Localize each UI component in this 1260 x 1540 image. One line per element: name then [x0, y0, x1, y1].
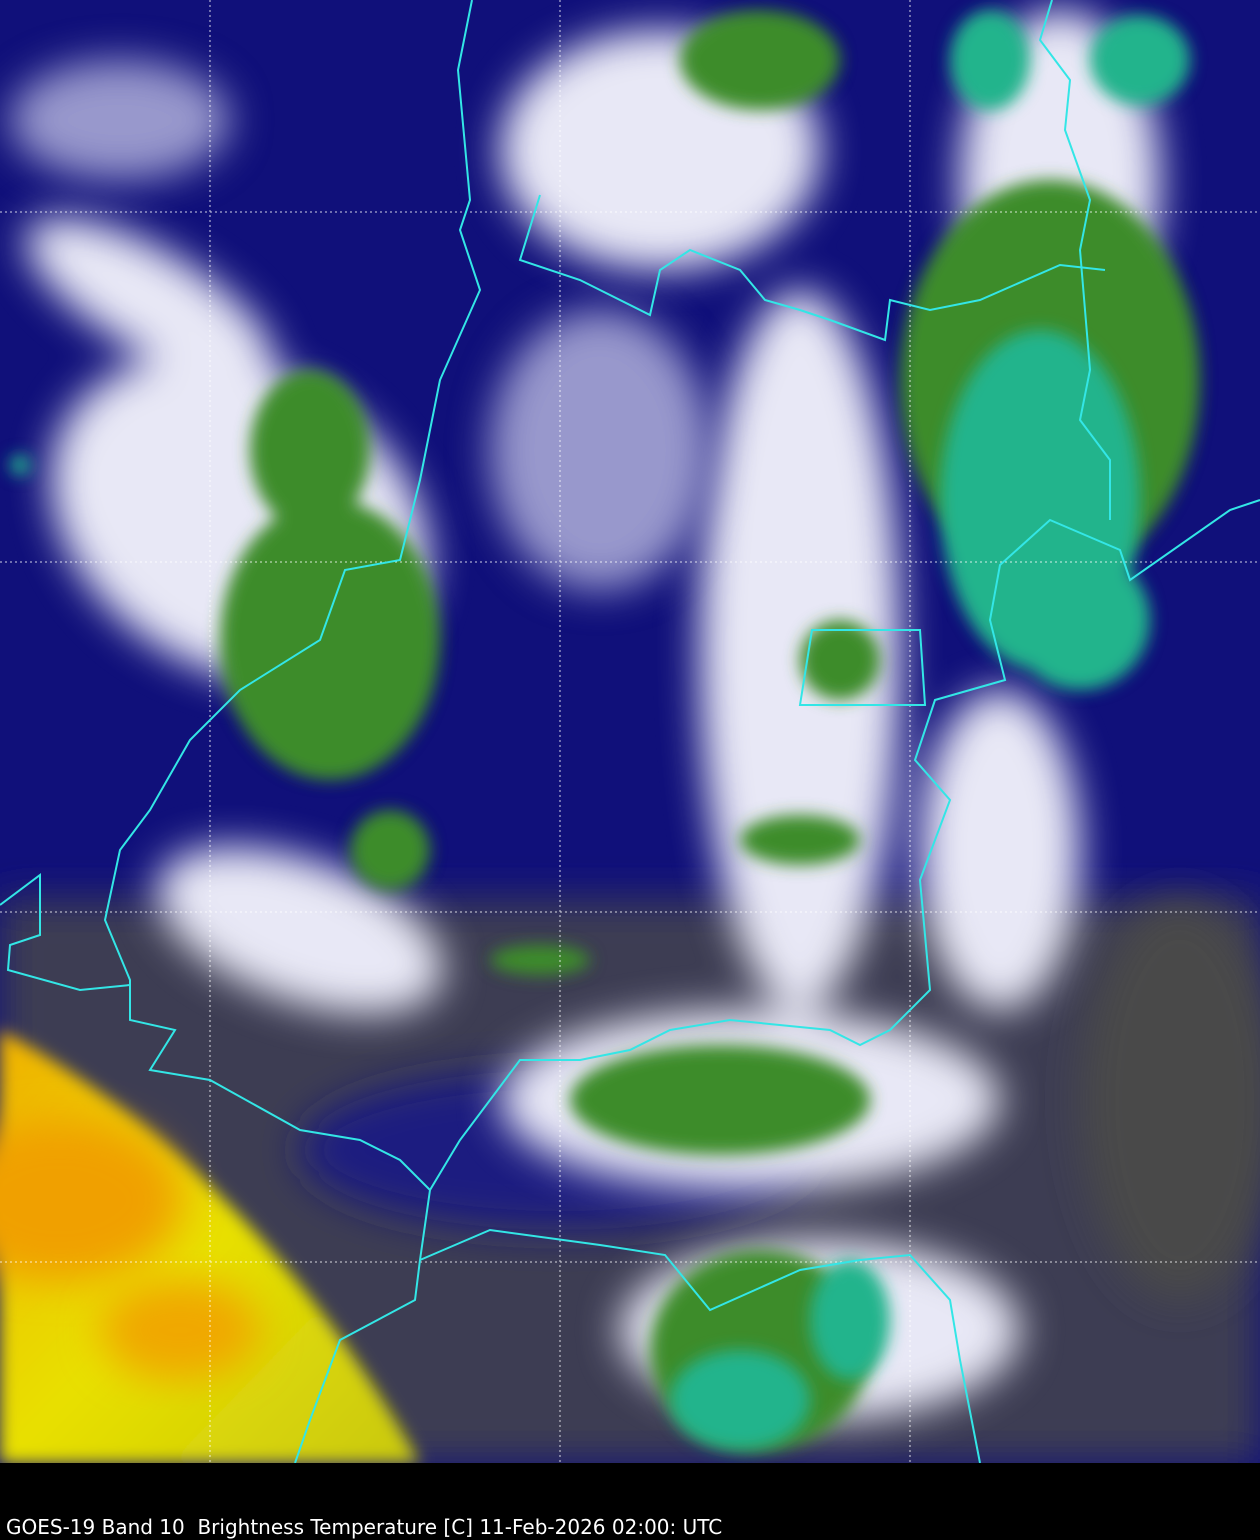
satellite-image	[0, 0, 1260, 1463]
cloud-field	[0, 0, 1260, 1463]
boundaries	[0, 0, 1260, 1463]
lat-lon-grid	[0, 0, 1260, 1463]
image-caption: GOES-19 Band 10 Brightness Temperature […	[6, 1515, 723, 1539]
